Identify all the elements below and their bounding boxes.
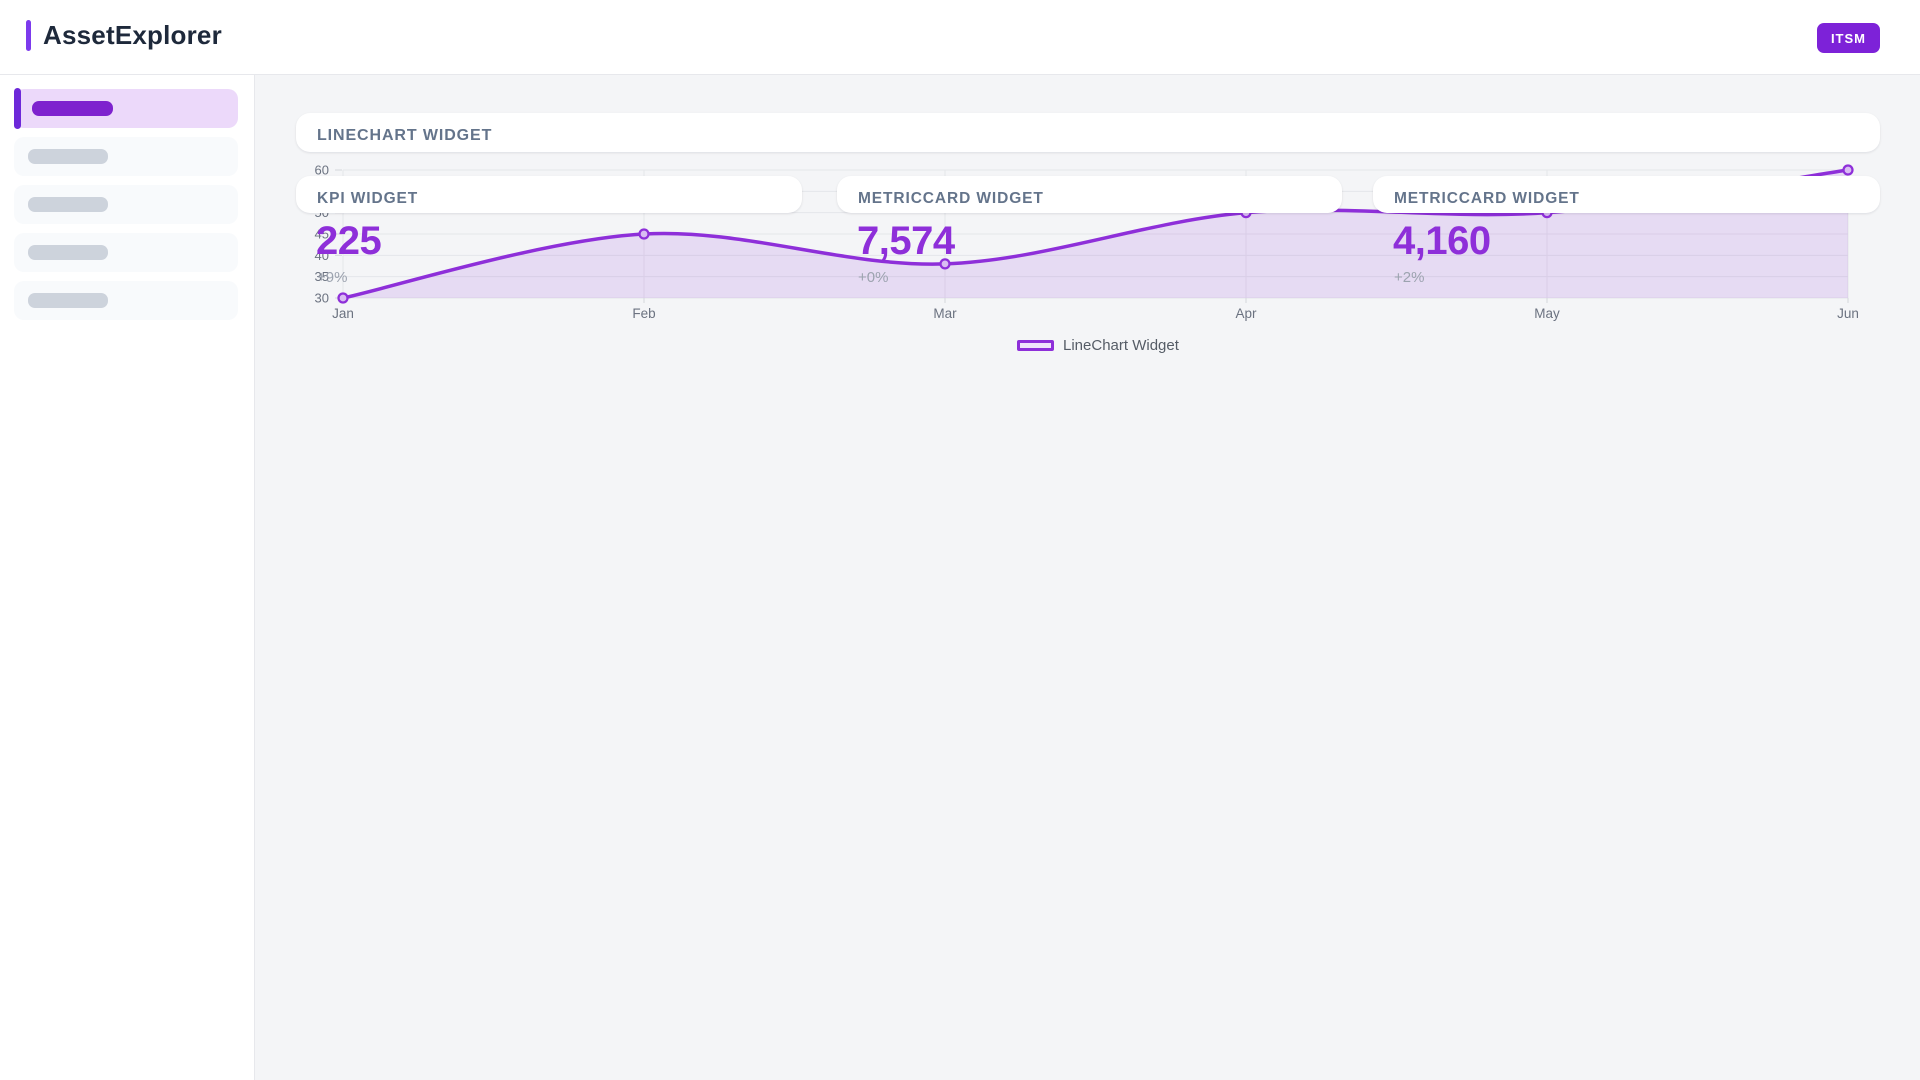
sidebar <box>0 75 255 1080</box>
metriccard-1-delta: +0% <box>858 269 889 286</box>
legend-label: LineChart Widget <box>1063 337 1179 354</box>
sidebar-item-4[interactable] <box>14 233 238 272</box>
widget-title: METRICCARD WIDGET <box>1394 190 1580 207</box>
chart-legend: LineChart Widget <box>1017 337 1179 354</box>
widget-title: METRICCARD WIDGET <box>858 190 1044 207</box>
widget-title: KPI WIDGET <box>317 190 419 207</box>
widget-title: LINECHART WIDGET <box>317 127 493 144</box>
metriccard-2-value: 4,160 <box>1393 219 1491 263</box>
itsm-badge: ITSM <box>1816 23 1880 53</box>
brand: AssetExplorer <box>26 20 222 51</box>
sidebar-item-3[interactable] <box>14 185 238 224</box>
metriccard-2-delta: +2% <box>1394 269 1425 286</box>
sidebar-item-active[interactable] <box>14 88 238 129</box>
skeleton-pill <box>28 149 108 164</box>
active-accent-bar-icon <box>14 88 21 129</box>
brand-accent-bar-icon <box>26 20 31 51</box>
skeleton-pill <box>28 197 108 212</box>
legend-swatch-icon <box>1017 340 1054 351</box>
skeleton-pill <box>28 245 108 260</box>
widget-card-metriccard-2[interactable]: METRICCARD WIDGET <box>1373 176 1880 213</box>
widget-card-kpi[interactable]: KPI WIDGET <box>296 176 802 213</box>
sidebar-item-5[interactable] <box>14 281 238 320</box>
sidebar-item-2[interactable] <box>14 137 238 176</box>
skeleton-pill <box>32 101 113 116</box>
main-content <box>255 75 1920 1080</box>
metriccard-1-value: 7,574 <box>857 219 955 263</box>
widget-card-linechart[interactable]: LINECHART WIDGET <box>296 113 1880 152</box>
app-title: AssetExplorer <box>43 20 222 50</box>
app-header: AssetExplorer ITSM <box>0 0 1920 75</box>
kpi-value: 225 <box>316 219 382 263</box>
widget-card-metriccard-1[interactable]: METRICCARD WIDGET <box>837 176 1342 213</box>
kpi-delta: +9% <box>317 269 348 286</box>
skeleton-pill <box>28 293 108 308</box>
